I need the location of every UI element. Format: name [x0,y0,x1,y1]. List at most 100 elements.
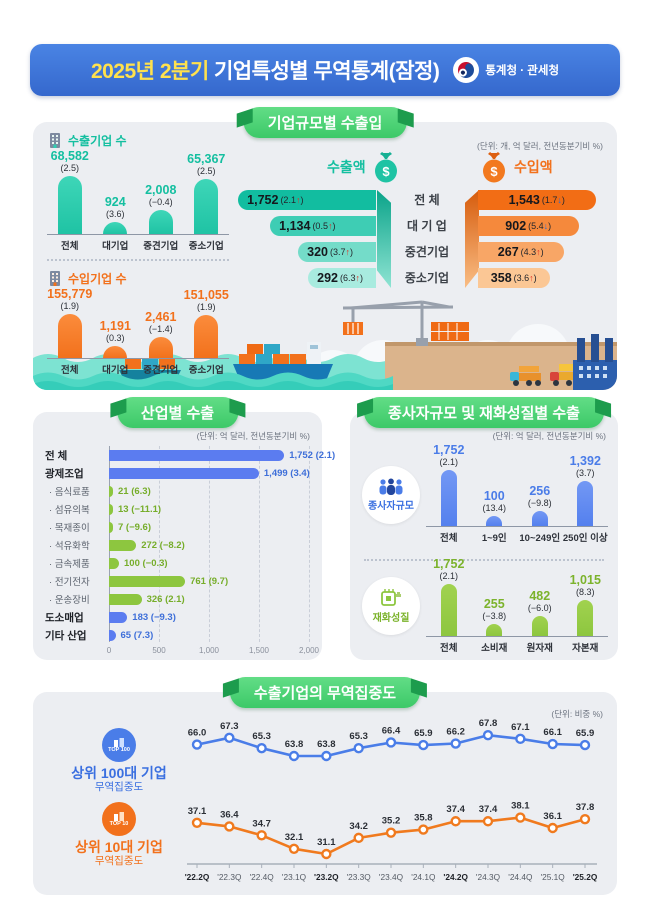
panel-badge: 기업규모별 수출입 [243,107,407,138]
point-value-label: 67.8 [479,718,498,729]
point-value-label: 66.1 [543,727,562,738]
value-label: 183 (−9.3) [132,611,176,623]
category-label: 1~9인 [481,533,507,544]
port-scene [33,300,617,390]
bar [194,315,219,358]
point-value-label: 66.2 [446,727,465,738]
x-axis-label: '22.4Q [250,872,275,882]
value-label: 1,752 [433,557,465,571]
import-value-label: 수입액 [514,159,553,175]
category-label: 중소기업 [188,241,224,252]
up-arrow-icon: ↑ [295,195,301,205]
category-label: 중소기업 [188,365,224,376]
change-label: (13.4) [482,503,506,513]
point-value-label: 35.8 [414,813,433,824]
axis-tick-label: 2,000 [298,646,320,655]
x-axis-label: '22.2Q [185,872,210,882]
export-bar: 1,134 (0.5↑) [270,216,377,236]
change-label: (2.1) [439,457,458,467]
category-label: 10~249인 [519,533,561,544]
value-label: 1,499 (3.4) [263,467,310,479]
bar-track: 1,752 (2.1) [109,449,335,461]
concentration-line-chart: '22.2Q '22.3Q '22.4Q '23.1Q '23.2Q '23.3Q '23.… [181,714,601,886]
bar [57,176,82,234]
bar-column: 151,055 (1.9) [184,289,230,358]
bar [109,449,285,461]
legend-title: 상위 10대 기업 [75,839,163,855]
worker-icon-block: 종사자규모 [360,444,426,546]
panel-badge: 종사자규모 및 재화성질별 수출 [364,397,604,428]
x-axis-label: '23.3Q [347,872,372,882]
axis-tick-label: 500 [152,646,166,655]
bar-track: 100 (−0.3) [109,557,314,569]
people-icon [379,478,403,495]
panel-industry-exports: 산업별 수출 (단위: 억 달러, 전년동분기비 %) 전 체 1,752 (2.… [33,397,335,660]
bar [486,624,503,636]
panel-trade-by-size: 기업규모별 수출입 (단위: 개, 억 달러, 전년동분기비 %) 수출기업 수… [33,107,617,390]
x-axis-label: '25.1Q [541,872,566,882]
down-arrow-icon: ↓ [557,195,562,205]
agency-logo: 통계청 · 관세청 [453,57,559,83]
import-change: (3.6↑) [513,273,537,283]
industry-row: 광제조업 1,499 (3.4) [45,464,314,482]
data-point [450,738,461,749]
value-label: 100 [483,489,505,503]
bar-column: 256 (−9.8) [517,485,563,526]
point-value-label: 66.0 [188,728,207,739]
x-axis-label: '23.2Q [314,872,339,882]
bar [577,600,594,636]
point-value-label: 67.1 [511,722,530,733]
bar-column: 1,191 (0.3) [93,320,139,358]
change-label: (−3.8) [482,611,507,621]
industry-label: 전 체 [45,449,68,462]
unit-note: (단위: 억 달러, 전년동분기비 %) [196,431,310,441]
x-axis-label: '23.4Q [379,872,404,882]
axis-tick-label: 1,000 [198,646,220,655]
funnel-rows: 1,752 (2.1↑) 전 체 1,543 (1.7↓) 1,134 (0.5↑) 대 기 … [227,190,607,288]
data-point [385,737,397,748]
bar-track: 65 (7.3) [109,629,314,641]
title-main: 기업특성별 무역통계(잠정) [208,60,440,83]
bar [577,481,594,526]
value-label: 151,055 [183,288,229,302]
data-point [224,732,235,743]
industry-row: 음식료품 21 (6.3) [45,482,314,500]
import-count-header: 수입기업 수 [47,268,229,288]
bar [109,521,113,533]
import-side: 902 (5.4↓) [477,216,607,236]
bar [531,511,548,526]
import-bar: 902 (5.4↓) [477,216,579,236]
value-label: 326 (2.1) [146,593,185,605]
industry-row: 기타 산업 65 (7.3) [45,626,314,644]
worker-size-section: 종사자규모 1,752 (2.1) 100 (13.4) 256 (−9.8) 1,392(… [360,444,608,546]
up-arrow-icon: ↑ [536,247,541,257]
line-chart-svg: '22.2Q '22.3Q '22.4Q '23.1Q '23.2Q '23.3Q '23.… [185,718,598,882]
change-label: (−9.8) [527,498,552,508]
category-label: 원자재 [526,643,553,654]
unit-note: (단위: 억 달러, 전년동분기비 %) [492,431,606,441]
change-label: (3.6) [105,209,125,219]
category-label: 대기업 [102,365,129,376]
category-label: 중견기업 [143,241,179,252]
data-point [321,750,332,762]
data-point [256,743,267,754]
buildings-icon [114,737,124,747]
export-side: 1,752 (2.1↑) [227,190,377,210]
bar-column: 68,582 (2.5) [47,150,93,234]
value-label: 65,367 [187,152,226,166]
bar-column: 155,779 (1.9) [47,288,93,358]
import-value: 267 [497,245,519,259]
change-label: (3.7) [575,468,595,478]
funnel-fold-right [465,190,479,288]
category-labels: 전체 대기업 중견기업 중소기업 [47,358,229,376]
funnel-fold-left [377,190,391,288]
data-point [547,738,558,750]
x-axis: 0 500 1,000 1,500 2,000 [107,644,319,656]
grid-line [209,446,210,642]
point-value-label: 37.1 [188,806,207,817]
data-point [579,813,591,825]
bar [440,584,457,636]
bar-column: 1,015 (8.3) [563,574,609,636]
export-change: (2.1↑) [280,195,304,205]
change-label: (8.3) [575,587,595,597]
